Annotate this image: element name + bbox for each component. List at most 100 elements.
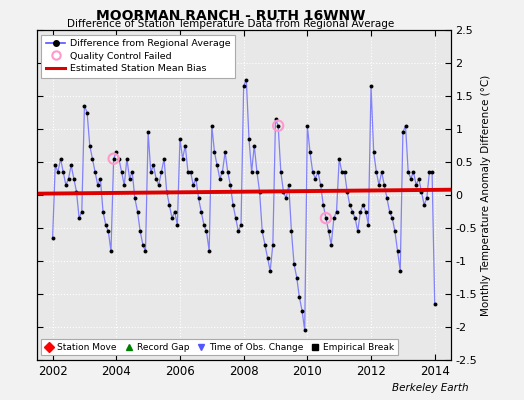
Point xyxy=(96,175,105,182)
Point xyxy=(295,294,303,300)
Point xyxy=(208,122,216,129)
Point xyxy=(155,182,163,188)
Point xyxy=(54,169,62,175)
Point xyxy=(242,76,250,83)
Point xyxy=(133,208,141,215)
Point xyxy=(274,122,282,129)
Point xyxy=(383,195,391,202)
Point xyxy=(369,149,378,155)
Point xyxy=(253,169,261,175)
Point xyxy=(136,228,144,234)
Point xyxy=(93,182,102,188)
Point xyxy=(266,268,275,274)
Point xyxy=(375,182,383,188)
Point xyxy=(316,182,325,188)
Point xyxy=(200,222,208,228)
Y-axis label: Monthly Temperature Anomaly Difference (°C): Monthly Temperature Anomaly Difference (… xyxy=(482,74,492,316)
Point xyxy=(197,208,205,215)
Point xyxy=(179,156,187,162)
Point xyxy=(332,208,341,215)
Point xyxy=(309,169,317,175)
Point xyxy=(157,169,166,175)
Point xyxy=(215,175,224,182)
Point xyxy=(57,156,65,162)
Point xyxy=(362,208,370,215)
Point xyxy=(394,248,402,254)
Point xyxy=(327,241,335,248)
Point xyxy=(264,254,272,261)
Point xyxy=(80,103,89,109)
Point xyxy=(346,202,354,208)
Point xyxy=(359,202,367,208)
Point xyxy=(141,248,150,254)
Point xyxy=(75,215,83,221)
Point xyxy=(391,228,399,234)
Text: Difference of Station Temperature Data from Regional Average: Difference of Station Temperature Data f… xyxy=(67,19,394,29)
Point xyxy=(340,169,348,175)
Point xyxy=(285,182,293,188)
Point xyxy=(205,248,213,254)
Point xyxy=(324,228,333,234)
Point xyxy=(99,208,107,215)
Point xyxy=(303,122,312,129)
Point xyxy=(170,208,179,215)
Point xyxy=(168,215,176,221)
Point xyxy=(269,241,277,248)
Point xyxy=(322,215,330,221)
Point xyxy=(130,195,139,202)
Point xyxy=(343,188,352,195)
Point xyxy=(218,169,226,175)
Point xyxy=(51,162,59,168)
Point xyxy=(152,175,160,182)
Point xyxy=(78,208,86,215)
Point xyxy=(292,274,301,281)
Point xyxy=(414,175,423,182)
Point xyxy=(70,175,78,182)
Point xyxy=(160,156,168,162)
Point xyxy=(279,188,288,195)
Point xyxy=(104,228,113,234)
Point xyxy=(184,169,192,175)
Point xyxy=(162,188,171,195)
Point xyxy=(107,248,115,254)
Point xyxy=(380,182,388,188)
Point xyxy=(274,122,282,129)
Point xyxy=(229,202,237,208)
Point xyxy=(112,149,121,155)
Point xyxy=(62,182,70,188)
Point xyxy=(232,215,240,221)
Point xyxy=(139,241,147,248)
Point xyxy=(271,116,280,122)
Point xyxy=(202,228,211,234)
Point xyxy=(239,83,248,89)
Text: MOORMAN RANCH - RUTH 16WNW: MOORMAN RANCH - RUTH 16WNW xyxy=(96,9,365,23)
Point xyxy=(282,195,290,202)
Point xyxy=(83,109,91,116)
Point xyxy=(213,162,221,168)
Point xyxy=(123,156,131,162)
Legend: Station Move, Record Gap, Time of Obs. Change, Empirical Break: Station Move, Record Gap, Time of Obs. C… xyxy=(41,339,398,356)
Point xyxy=(311,175,320,182)
Point xyxy=(431,301,439,307)
Point xyxy=(64,175,73,182)
Point xyxy=(322,215,330,221)
Point xyxy=(237,222,245,228)
Point xyxy=(258,228,266,234)
Point xyxy=(319,202,328,208)
Point xyxy=(399,129,407,136)
Point xyxy=(337,169,346,175)
Point xyxy=(147,169,155,175)
Point xyxy=(59,169,68,175)
Point xyxy=(120,182,128,188)
Point xyxy=(91,169,99,175)
Point xyxy=(165,202,173,208)
Point xyxy=(417,188,425,195)
Point xyxy=(210,149,219,155)
Point xyxy=(234,228,243,234)
Point xyxy=(335,156,343,162)
Point xyxy=(388,215,397,221)
Point xyxy=(115,156,123,162)
Point xyxy=(192,175,200,182)
Point xyxy=(364,222,373,228)
Point xyxy=(173,222,181,228)
